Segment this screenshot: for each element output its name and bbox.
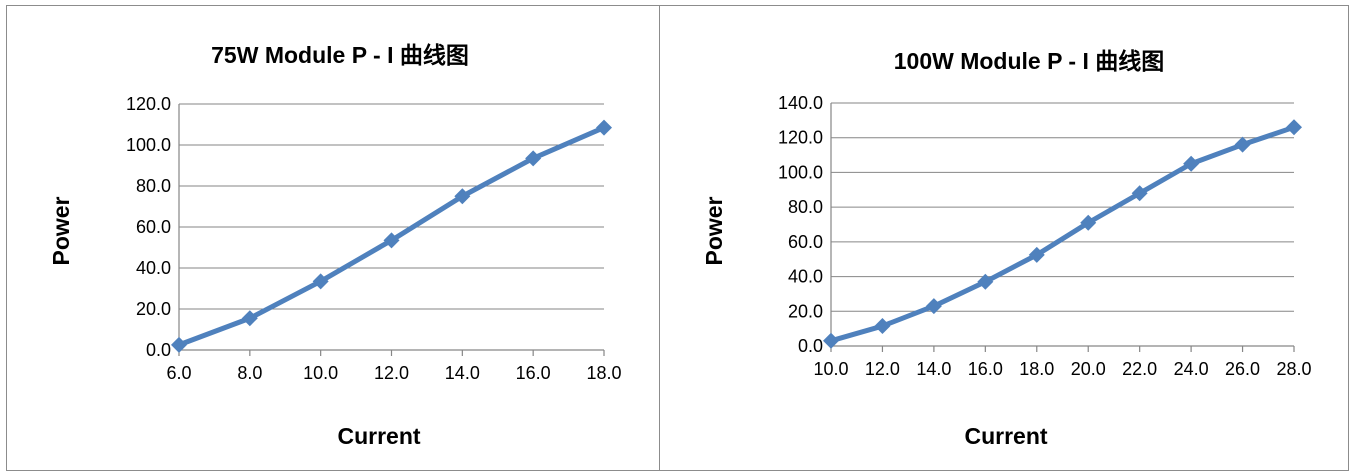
data-point-marker (525, 150, 542, 167)
data-point-marker (171, 336, 187, 353)
y-tick-label: 120.0 (126, 94, 171, 114)
x-tick-label: 12.0 (374, 363, 409, 383)
x-tick-label: 20.0 (1071, 359, 1106, 379)
data-point-marker (1286, 119, 1302, 136)
x-tick-label: 10.0 (813, 359, 848, 379)
y-axis-title: Power (701, 196, 727, 265)
data-point-marker (596, 119, 612, 136)
y-tick-label: 80.0 (136, 176, 171, 196)
x-axis-title: Current (337, 423, 420, 449)
data-point-marker (1028, 246, 1045, 263)
y-tick-label: 100.0 (126, 135, 171, 155)
x-tick-label: 18.0 (1019, 359, 1054, 379)
x-tick-label: 14.0 (445, 363, 480, 383)
data-point-marker (874, 318, 891, 335)
y-tick-label: 60.0 (788, 232, 823, 252)
x-tick-label: 10.0 (303, 363, 338, 383)
y-tick-label: 140.0 (778, 93, 823, 113)
data-point-marker (1080, 214, 1097, 231)
y-tick-label: 40.0 (136, 258, 171, 278)
x-tick-label: 22.0 (1122, 359, 1157, 379)
data-point-marker (925, 298, 942, 315)
x-tick-label: 6.0 (166, 363, 191, 383)
y-axis-title: Power (48, 196, 74, 265)
x-tick-label: 24.0 (1174, 359, 1209, 379)
chart-panel-100w: 100W Module P - I 曲线图 Current Power 0.0 2… (659, 5, 1349, 471)
chart-panel-75w: 75W Module P - I 曲线图 Current Power 0.0 20… (6, 5, 660, 471)
x-tick-label: 8.0 (237, 363, 262, 383)
x-axis-title: Current (964, 423, 1047, 449)
data-point-marker (454, 188, 471, 205)
x-tick-label: 26.0 (1225, 359, 1260, 379)
data-point-marker (1131, 185, 1148, 202)
chart-75w: 75W Module P - I 曲线图 Current Power 0.0 20… (48, 42, 622, 449)
y-tick-label: 80.0 (788, 197, 823, 217)
y-tick-label: 40.0 (788, 267, 823, 287)
x-tick-label: 16.0 (968, 359, 1003, 379)
data-point-marker (823, 332, 839, 349)
y-tick-label: 0.0 (798, 336, 823, 356)
y-tick-label: 20.0 (136, 299, 171, 319)
data-point-marker (383, 232, 400, 249)
data-point-marker (1183, 155, 1200, 172)
chart-title: 100W Module P - I 曲线图 (894, 48, 1165, 74)
series-line (828, 124, 1297, 344)
y-tick-label: 60.0 (136, 217, 171, 237)
data-point-marker (977, 273, 994, 290)
chart-title: 75W Module P - I 曲线图 (211, 42, 469, 68)
chart-100w: 100W Module P - I 曲线图 Current Power 0.0 2… (701, 48, 1312, 449)
y-tick-label: 20.0 (788, 301, 823, 321)
data-point-marker (241, 310, 258, 327)
data-point-marker (1234, 136, 1251, 153)
y-tick-label: 100.0 (778, 162, 823, 182)
x-tick-label: 12.0 (865, 359, 900, 379)
x-tick-label: 16.0 (516, 363, 551, 383)
x-tick-label: 28.0 (1276, 359, 1311, 379)
y-tick-label: 120.0 (778, 128, 823, 148)
x-tick-label: 14.0 (916, 359, 951, 379)
data-point-marker (312, 273, 329, 290)
y-tick-label: 0.0 (146, 340, 171, 360)
x-tick-label: 18.0 (586, 363, 621, 383)
